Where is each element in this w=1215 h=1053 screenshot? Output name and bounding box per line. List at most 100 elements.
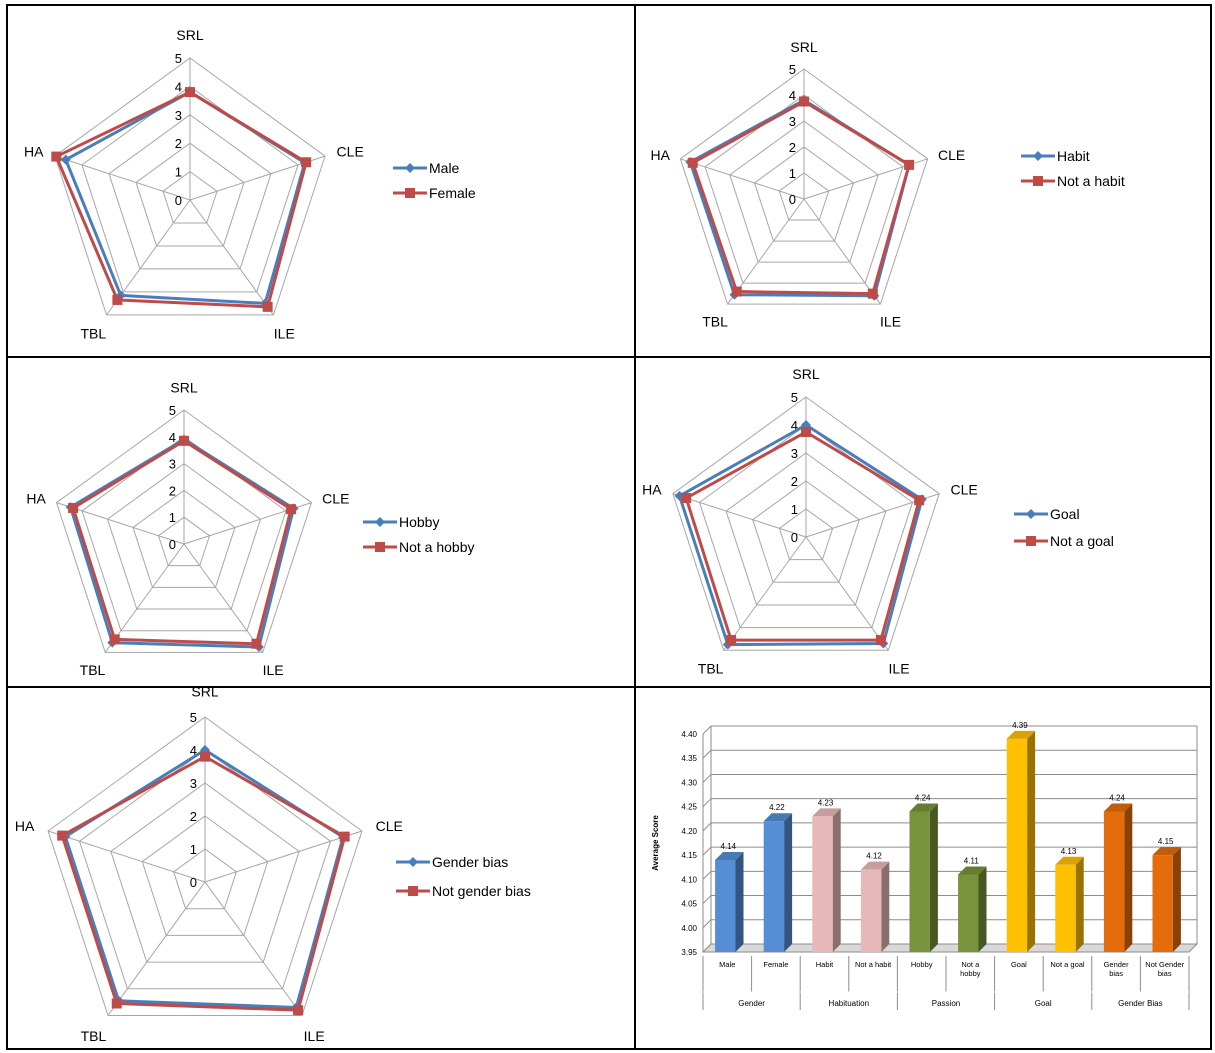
radar-data-point bbox=[801, 427, 811, 437]
radar-spoke bbox=[107, 881, 206, 1016]
radar-gridline bbox=[173, 848, 237, 910]
radar-data-point bbox=[112, 294, 123, 305]
category-label: Goal bbox=[1011, 960, 1027, 969]
radar-gridline bbox=[110, 782, 300, 963]
radar-series-line bbox=[684, 430, 921, 642]
y-tick-label: 4.20 bbox=[681, 827, 697, 836]
radar-axis-label: HA bbox=[24, 144, 44, 160]
radar-axis-label: CLE bbox=[938, 147, 965, 163]
radar-data-point bbox=[251, 638, 262, 649]
bar-top bbox=[1055, 856, 1084, 865]
radar-tick-label: 1 bbox=[169, 510, 176, 525]
radar-tick-label: 5 bbox=[190, 710, 197, 725]
radar-spoke bbox=[805, 536, 889, 651]
bar-side bbox=[1124, 803, 1133, 952]
bar bbox=[812, 816, 833, 952]
legend-label: Habit bbox=[1057, 148, 1090, 164]
radar-data-point bbox=[875, 635, 886, 646]
group-label: Passion bbox=[932, 999, 960, 1008]
radar-tick-label: 4 bbox=[190, 743, 197, 758]
radar-gridline bbox=[778, 508, 834, 561]
bar-value-label: 4.39 bbox=[1012, 721, 1028, 730]
bar-gridline bbox=[702, 725, 712, 735]
panel-hobby-radar: 0 1 2 3 4 5 SRL CLE ILE TBL HA Hobby Not a hobby bbox=[6, 356, 636, 688]
legend-label: Goal bbox=[1050, 506, 1080, 522]
bar-side bbox=[1027, 730, 1036, 952]
y-tick-label: 4.25 bbox=[681, 803, 697, 812]
radar-gridline bbox=[141, 815, 269, 936]
bar bbox=[763, 821, 785, 952]
bar bbox=[909, 811, 930, 952]
radar-gridline bbox=[157, 516, 211, 567]
bar-side bbox=[1075, 856, 1084, 952]
y-axis-title: Average Score bbox=[651, 815, 660, 871]
legend-marker bbox=[1026, 536, 1036, 546]
radar-tick-label: 1 bbox=[190, 842, 197, 857]
legend-marker bbox=[1026, 509, 1036, 519]
radar-gridline bbox=[725, 452, 887, 606]
radar-gridline bbox=[679, 68, 929, 305]
radar-tick-label: 5 bbox=[789, 62, 796, 77]
bar-side bbox=[735, 851, 744, 952]
panel-habit-radar: 0 1 2 3 4 5 SRL CLE ILE TBL HA Habit Not a habit bbox=[634, 4, 1212, 358]
category-label: Male bbox=[719, 960, 735, 969]
radar-axis-label: SRL bbox=[170, 380, 197, 396]
group-label: Gender bbox=[738, 999, 765, 1008]
radar-tick-label: 2 bbox=[175, 136, 182, 151]
radar-gridline bbox=[47, 716, 363, 1016]
radar-series-line bbox=[71, 439, 293, 646]
radar-data-point bbox=[51, 151, 62, 162]
radar-data-point bbox=[731, 286, 742, 297]
radar-tick-label: 2 bbox=[169, 483, 176, 498]
radar-data-point bbox=[914, 495, 925, 506]
bar-top bbox=[715, 851, 744, 860]
bar-value-label: 4.24 bbox=[1109, 794, 1125, 803]
category-label: Habit bbox=[816, 960, 834, 969]
radar-axis-label: HA bbox=[26, 490, 46, 506]
legend-marker bbox=[375, 517, 385, 527]
bar-gridline bbox=[702, 870, 712, 880]
radar-gridline bbox=[135, 142, 245, 247]
bar bbox=[715, 859, 736, 952]
radar-data-point bbox=[301, 157, 312, 168]
radar-gridline bbox=[78, 749, 332, 990]
bar bbox=[1103, 811, 1125, 952]
radar-data-point bbox=[185, 87, 195, 98]
radar-spoke bbox=[104, 543, 185, 653]
bar-value-label: 4.24 bbox=[915, 794, 931, 803]
radar-tick-label: 4 bbox=[169, 430, 176, 445]
radar-gridline bbox=[162, 170, 218, 224]
radar-tick-label: 3 bbox=[791, 446, 798, 461]
radar-tick-label: 3 bbox=[789, 114, 796, 129]
radar-data-point bbox=[867, 288, 878, 299]
radar-data-point bbox=[60, 154, 71, 165]
y-tick-label: 4.05 bbox=[681, 900, 697, 909]
radar-series-line bbox=[690, 99, 911, 296]
radar-tick-label: 3 bbox=[190, 776, 197, 791]
radar-data-point bbox=[262, 301, 273, 312]
bar-gridline bbox=[702, 749, 712, 759]
bar-side bbox=[881, 861, 890, 952]
bar-top bbox=[763, 813, 793, 822]
radar-data-point bbox=[339, 831, 350, 842]
radar-axis-label: TBL bbox=[698, 661, 724, 677]
radar-tick-label: 4 bbox=[175, 79, 182, 94]
radar-tick-label: 5 bbox=[175, 51, 182, 66]
radar-tick-label: 0 bbox=[791, 530, 798, 545]
radar-tick-label: 0 bbox=[169, 537, 176, 552]
bar-value-label: 4.22 bbox=[769, 803, 785, 812]
bar-value-label: 4.13 bbox=[1061, 847, 1077, 856]
radar-gridline bbox=[729, 120, 879, 263]
legend-label: Male bbox=[429, 160, 460, 176]
bar-top bbox=[860, 861, 890, 870]
radar-spoke bbox=[183, 543, 264, 653]
bar bbox=[958, 874, 979, 952]
y-tick-label: 4.40 bbox=[681, 730, 697, 739]
radar-axis-label: HA bbox=[642, 481, 662, 497]
y-tick-label: 4.00 bbox=[681, 924, 697, 933]
legend-marker bbox=[1033, 151, 1043, 161]
group-label: Habituation bbox=[829, 999, 869, 1008]
radar-spoke bbox=[803, 198, 881, 305]
bar-top bbox=[1103, 803, 1133, 812]
radar-data-point bbox=[200, 751, 210, 762]
